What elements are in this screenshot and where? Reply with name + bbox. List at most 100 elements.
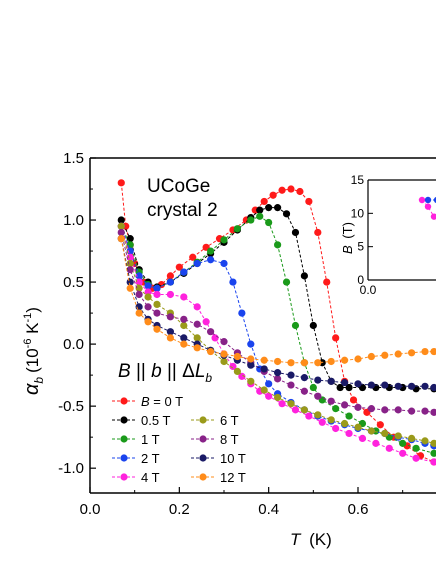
- legend-label: 4 T: [141, 470, 160, 485]
- legend-marker: [199, 473, 207, 481]
- data-point: [238, 372, 246, 380]
- data-point: [126, 266, 134, 274]
- data-point: [220, 350, 228, 358]
- data-point: [193, 334, 201, 342]
- data-point: [260, 356, 268, 364]
- data-point: [135, 290, 143, 299]
- x-axis-symbol: T: [290, 530, 302, 549]
- legend-entry: B = 0 T: [112, 394, 183, 409]
- y-tick-label: 1.0: [63, 212, 84, 229]
- data-point: [247, 355, 255, 363]
- x-axis-unit: (K): [309, 530, 332, 549]
- y-axis-unit-exp1: -6: [22, 339, 34, 349]
- data-point: [345, 412, 353, 420]
- data-point: [233, 352, 241, 361]
- y-tick-label: 1.5: [63, 150, 84, 167]
- data-point: [430, 439, 436, 447]
- data-point: [367, 405, 375, 413]
- x-axis: 0.00.20.40.60: [80, 487, 404, 518]
- data-point: [126, 259, 134, 268]
- data-point: [314, 392, 322, 400]
- data-point: [296, 187, 304, 196]
- y-tick-label: 0.5: [63, 274, 84, 291]
- data-point: [117, 216, 125, 224]
- data-point: [430, 347, 436, 356]
- legend-marker: [199, 435, 207, 443]
- data-point: [265, 380, 273, 388]
- data-point: [166, 313, 174, 321]
- data-point: [341, 378, 349, 387]
- legend-prefix: B: [141, 394, 150, 409]
- data-point: [229, 362, 237, 371]
- legend-label: 6 T: [220, 413, 239, 428]
- condition-B: B: [118, 361, 131, 382]
- series-layer: [117, 179, 436, 466]
- data-point: [287, 381, 295, 389]
- data-point: [278, 400, 286, 408]
- inset-data-point: [424, 203, 432, 210]
- data-point: [220, 236, 228, 244]
- data-point: [421, 382, 429, 390]
- data-point: [345, 429, 353, 438]
- y-tick-label: 0.0: [63, 336, 84, 353]
- data-point: [180, 340, 188, 348]
- x-tick-label: 0.0: [80, 501, 101, 518]
- data-point: [229, 278, 237, 286]
- data-point: [144, 318, 152, 326]
- data-point: [274, 241, 282, 249]
- data-point: [117, 222, 125, 230]
- data-point: [135, 309, 143, 317]
- data-point: [354, 355, 362, 363]
- x-tick-label: 0.2: [169, 501, 190, 518]
- data-point: [394, 432, 402, 440]
- data-point: [238, 309, 246, 317]
- data-point: [180, 321, 188, 330]
- legend-entry: 2 T: [112, 451, 160, 466]
- legend-label: B = 0 T: [141, 394, 183, 409]
- data-point: [193, 303, 201, 311]
- data-point: [421, 347, 429, 356]
- inset-x-tick-label: 0.0: [360, 283, 377, 297]
- inset-series-layer: [418, 196, 436, 222]
- data-point: [274, 375, 282, 383]
- y-tick-label: -1.0: [58, 460, 84, 477]
- data-point: [408, 434, 416, 443]
- condition-L: L: [195, 361, 206, 382]
- data-point: [166, 290, 174, 299]
- data-point: [327, 357, 335, 366]
- legend-label: 2 T: [141, 451, 160, 466]
- data-point: [117, 179, 125, 187]
- legend-entry: 8 T: [191, 432, 239, 447]
- data-point: [256, 212, 264, 220]
- data-point: [126, 235, 134, 243]
- legend-marker: [120, 397, 128, 405]
- data-point: [193, 320, 201, 328]
- data-point: [327, 397, 335, 405]
- data-point: [408, 407, 416, 415]
- data-point: [354, 380, 362, 388]
- condition-b: b: [151, 361, 162, 382]
- inset-data-point: [418, 196, 426, 204]
- data-point: [367, 352, 375, 361]
- data-point: [327, 377, 335, 385]
- data-point: [381, 406, 389, 414]
- inset-series: [424, 196, 436, 204]
- data-point: [394, 350, 402, 358]
- data-point: [144, 293, 152, 301]
- data-point: [260, 365, 268, 373]
- y-axis-symbol: α: [21, 383, 43, 395]
- data-point: [372, 439, 380, 447]
- data-point: [117, 235, 125, 243]
- data-point: [314, 411, 322, 419]
- legend-marker: [120, 435, 128, 443]
- data-point: [135, 272, 143, 280]
- data-point: [274, 357, 282, 366]
- inset-y-tick-label: 0: [357, 273, 364, 287]
- data-point: [247, 377, 255, 385]
- y-axis-unit-pre: (10: [23, 348, 42, 373]
- x-tick-label: 0.6: [348, 501, 369, 518]
- y-tick-label: -0.5: [58, 398, 84, 415]
- data-point: [117, 228, 125, 237]
- series-12T: [117, 235, 436, 367]
- data-point: [399, 449, 407, 457]
